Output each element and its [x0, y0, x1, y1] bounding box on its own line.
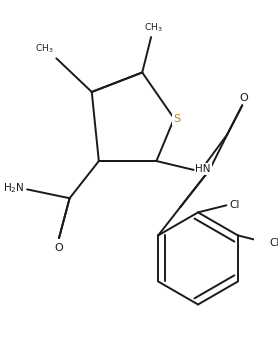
Text: CH$_3$: CH$_3$	[143, 21, 162, 34]
Text: Cl: Cl	[269, 238, 278, 247]
Text: H$_2$N: H$_2$N	[3, 181, 24, 194]
Text: O: O	[54, 242, 63, 252]
Text: O: O	[240, 93, 249, 103]
Text: Cl: Cl	[229, 200, 239, 210]
Text: HN: HN	[195, 164, 211, 174]
Text: CH$_3$: CH$_3$	[35, 42, 54, 55]
Text: S: S	[173, 114, 180, 124]
